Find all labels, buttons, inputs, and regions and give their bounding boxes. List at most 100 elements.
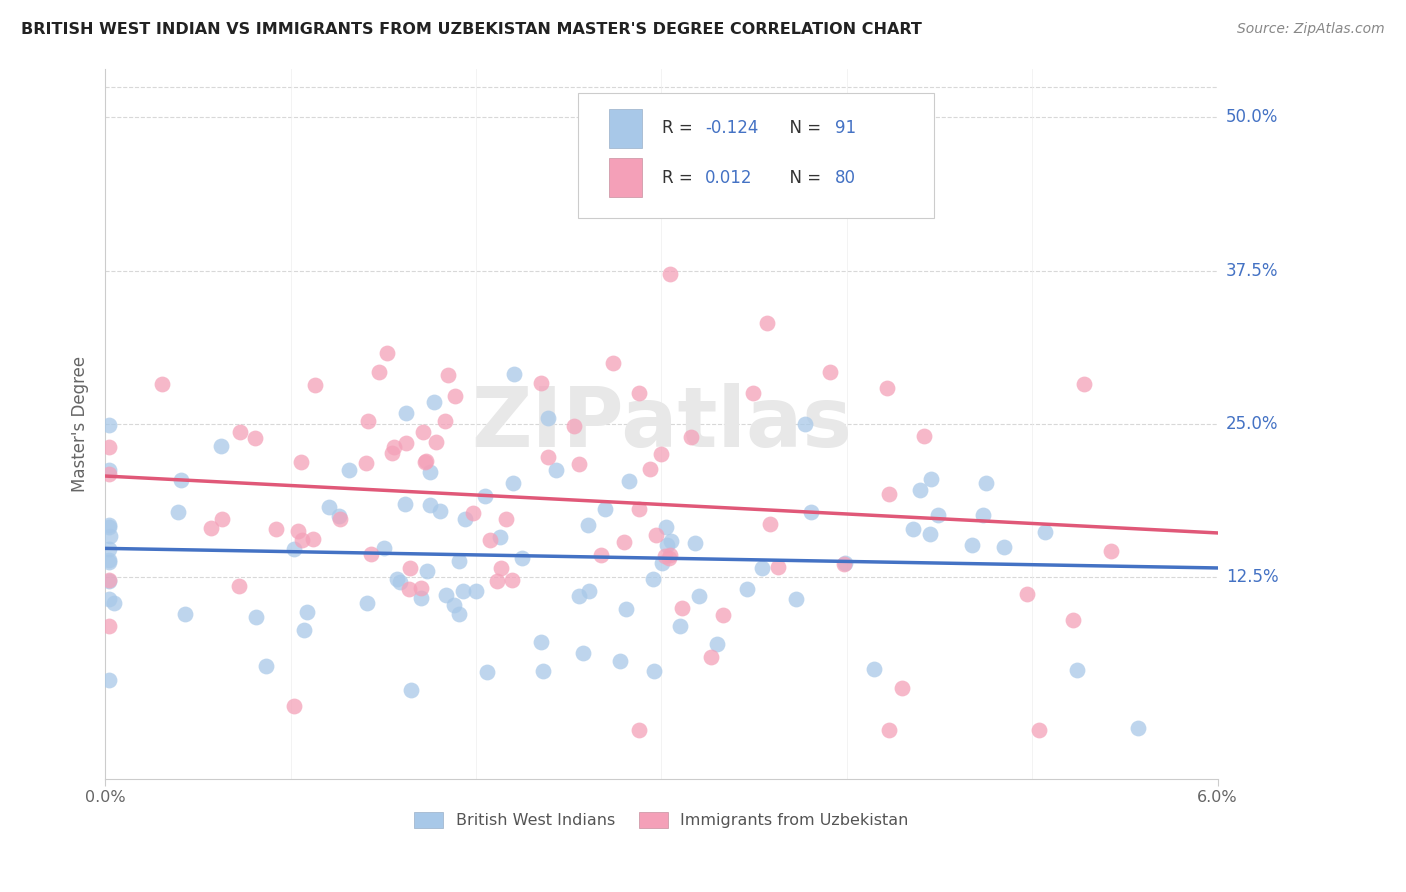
Text: 80: 80 [835, 169, 856, 186]
Point [394, 497, 416, 511]
Point [398, 582, 420, 597]
Point [387, 572, 409, 586]
Point [465, 584, 488, 599]
Point [368, 365, 391, 379]
Point [659, 548, 682, 562]
Point [627, 386, 650, 401]
Point [243, 431, 266, 445]
Point [638, 461, 661, 475]
Point [793, 417, 815, 432]
Point [800, 505, 823, 519]
Point [200, 521, 222, 535]
Point [572, 646, 595, 660]
Point [167, 505, 190, 519]
Point [474, 489, 496, 503]
Point [510, 551, 533, 566]
Point [290, 455, 312, 469]
Point [1126, 722, 1149, 736]
Point [382, 440, 405, 454]
Point [530, 634, 553, 648]
Point [1028, 723, 1050, 737]
Text: 91: 91 [835, 120, 856, 137]
Point [454, 512, 477, 526]
Point [451, 584, 474, 599]
Point [1066, 663, 1088, 677]
Point [654, 549, 676, 564]
Point [295, 605, 318, 619]
Point [688, 590, 710, 604]
Point [447, 553, 470, 567]
Point [818, 365, 841, 379]
Point [972, 508, 994, 523]
Point [412, 425, 434, 440]
Point [631, 194, 654, 208]
Point [641, 572, 664, 586]
Point [766, 560, 789, 574]
Point [97, 518, 120, 533]
Point [337, 463, 360, 477]
Point [318, 500, 340, 514]
Point [97, 573, 120, 587]
Point [1073, 377, 1095, 392]
Point [654, 520, 676, 534]
Point [287, 524, 309, 538]
Point [486, 574, 509, 589]
Point [862, 663, 884, 677]
Point [211, 512, 233, 526]
Point [700, 649, 723, 664]
Point [423, 395, 446, 409]
Point [97, 619, 120, 633]
Point [479, 533, 502, 547]
Point [444, 389, 467, 403]
Point [304, 377, 326, 392]
Point [568, 590, 591, 604]
Point [254, 659, 277, 673]
Point [568, 457, 591, 471]
FancyBboxPatch shape [609, 109, 643, 148]
Point [537, 450, 560, 464]
Point [974, 475, 997, 490]
Point [711, 608, 734, 623]
Point [908, 483, 931, 498]
Point [735, 582, 758, 596]
Point [576, 518, 599, 533]
Point [97, 574, 120, 588]
Point [209, 440, 232, 454]
Point [174, 607, 197, 621]
Point [449, 607, 471, 622]
Point [419, 465, 441, 479]
Point [650, 447, 672, 461]
Legend: British West Indians, Immigrants from Uzbekistan: British West Indians, Immigrants from Uz… [408, 805, 915, 835]
Point [283, 541, 305, 556]
Point [495, 512, 517, 526]
Point [416, 564, 439, 578]
Point [461, 506, 484, 520]
Point [97, 592, 120, 607]
Text: N =: N = [779, 120, 827, 137]
Point [380, 446, 402, 460]
Point [97, 673, 120, 687]
Point [918, 527, 941, 541]
Text: Source: ZipAtlas.com: Source: ZipAtlas.com [1237, 22, 1385, 37]
Point [429, 504, 451, 518]
Point [399, 561, 422, 575]
Point [98, 529, 121, 543]
Point [502, 476, 524, 491]
Point [97, 553, 120, 567]
Point [756, 316, 779, 330]
Point [103, 596, 125, 610]
Text: ZIPatlas: ZIPatlas [471, 383, 852, 464]
Point [411, 591, 433, 605]
Point [591, 548, 613, 562]
Point [643, 664, 665, 678]
Text: BRITISH WEST INDIAN VS IMMIGRANTS FROM UZBEKISTAN MASTER'S DEGREE CORRELATION CH: BRITISH WEST INDIAN VS IMMIGRANTS FROM U… [21, 22, 922, 37]
Point [1099, 544, 1122, 558]
Point [301, 532, 323, 546]
Point [409, 581, 432, 595]
Point [489, 530, 512, 544]
Point [683, 536, 706, 550]
Point [544, 463, 567, 477]
Point [741, 386, 763, 401]
Point [97, 418, 120, 433]
Point [97, 440, 120, 454]
